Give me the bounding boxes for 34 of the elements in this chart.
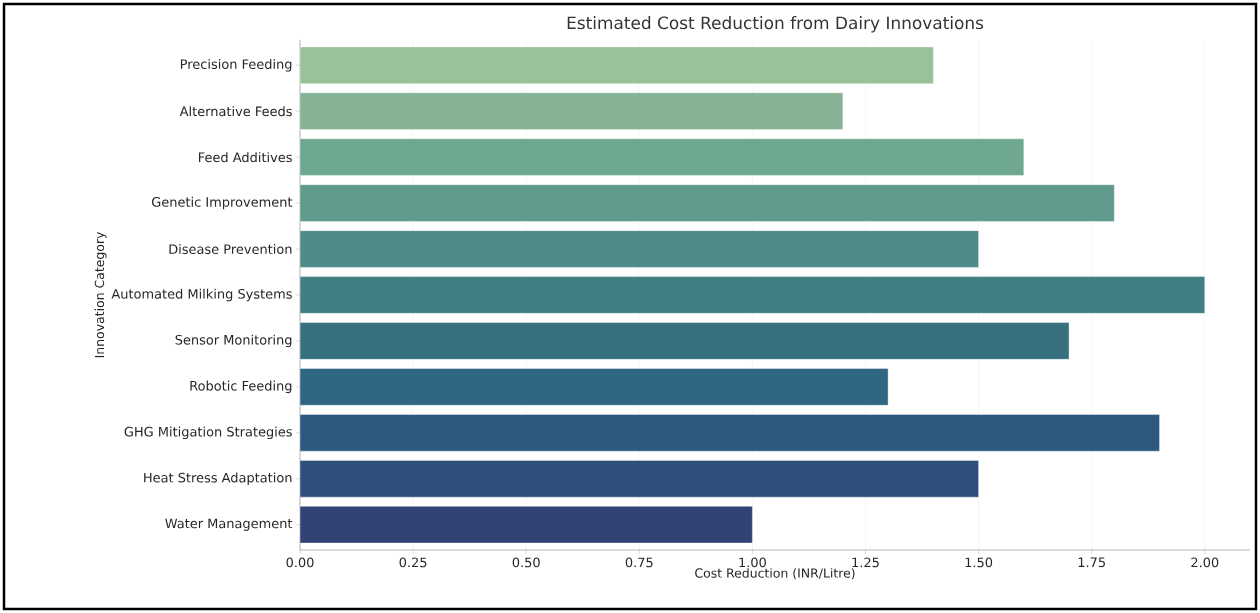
x-tick-label: 0.75 — [625, 557, 653, 568]
bar — [299, 460, 979, 498]
y-tick-label: Heat Stress Adaptation — [144, 472, 292, 486]
x-tick-label: 0.25 — [399, 557, 427, 568]
y-tick-label: Alternative Feeds — [179, 106, 292, 117]
x-tick-label: 1.00 — [739, 557, 766, 568]
y-tick-label: Sensor Monitoring — [175, 334, 292, 348]
x-axis-title: Cost Reduction (INR/Litre) — [695, 568, 855, 580]
y-tick-label: GHG Mitigation Strategies — [124, 426, 292, 440]
bar — [299, 414, 1160, 452]
x-tick-label: 1.25 — [852, 557, 879, 568]
bar — [299, 46, 934, 84]
y-tick-label: Robotic Feeding — [190, 380, 292, 394]
y-tick-label: Automated Milking Systems — [111, 288, 292, 302]
bar — [299, 230, 979, 268]
bar — [299, 368, 889, 406]
y-tick-label: Water Management — [165, 518, 293, 531]
y-tick-label: Feed Additives — [199, 152, 292, 163]
bar — [299, 92, 844, 130]
bar — [299, 184, 1115, 222]
bar — [299, 506, 753, 544]
y-axis-title: Innovation Category — [94, 231, 107, 358]
y-tick-label: Precision Feeding — [180, 58, 292, 72]
bar — [299, 138, 1025, 176]
y-tick-label: Genetic Improvement — [152, 196, 293, 210]
bar — [299, 322, 1070, 360]
chart-title: Estimated Cost Reduction from Dairy Innovations — [567, 16, 984, 33]
x-tick-label: 1.50 — [965, 557, 993, 568]
x-tick-label: 2.00 — [1191, 557, 1219, 568]
x-tick-label: 1.75 — [1078, 557, 1105, 568]
y-tick-label: Disease Prevention — [169, 244, 292, 255]
x-tick-label: 0.00 — [286, 557, 314, 568]
bar — [299, 276, 1205, 314]
x-tick-label: 0.50 — [512, 557, 540, 568]
